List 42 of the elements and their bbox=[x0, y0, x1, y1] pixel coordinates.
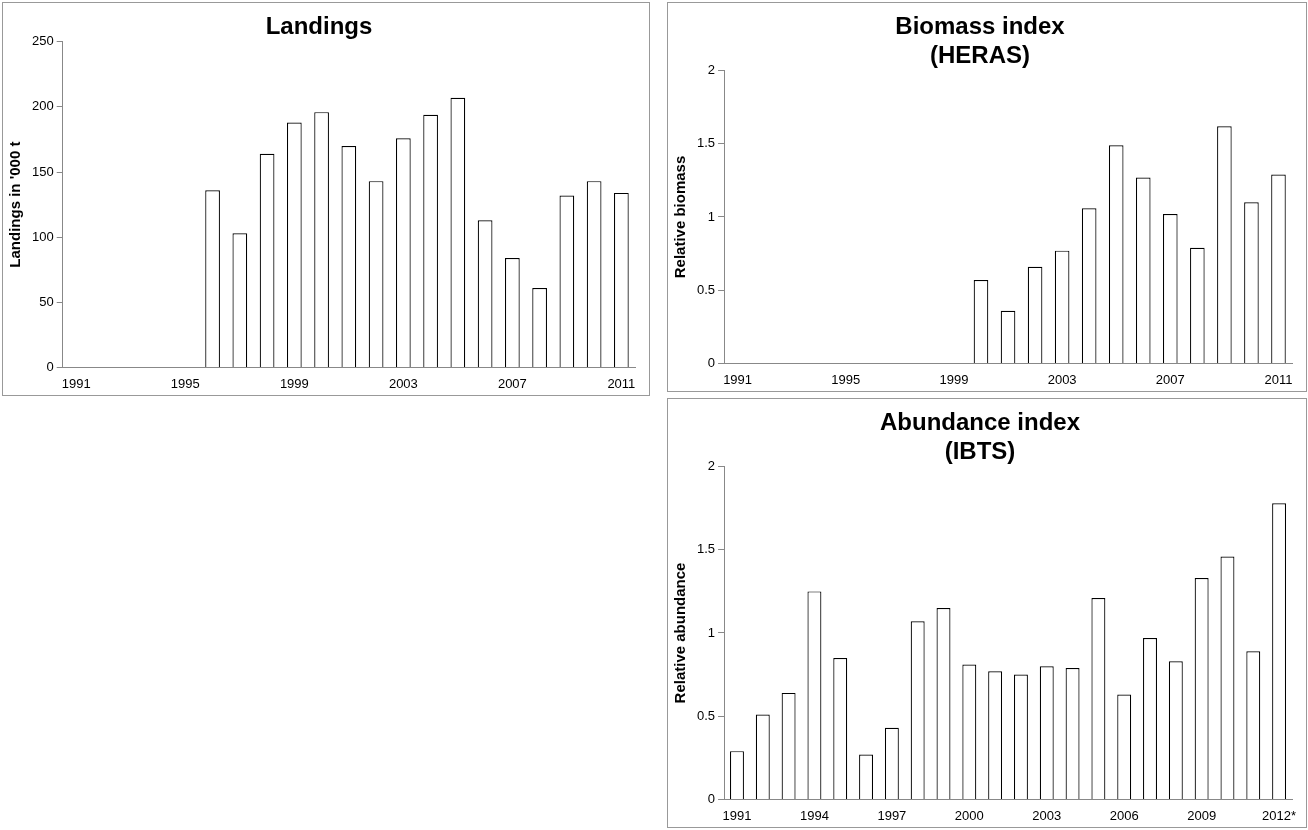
y-tick-label: 0.5 bbox=[696, 281, 716, 297]
x-tick-label: 2003 bbox=[1047, 371, 1077, 387]
x-tick-label: 2000 bbox=[954, 807, 984, 823]
y-tick-label: 200 bbox=[31, 98, 54, 114]
x-tick-label: 2006 bbox=[1109, 807, 1139, 823]
y-tick-label: 0 bbox=[46, 358, 54, 374]
y-tick-label: 250 bbox=[31, 33, 54, 49]
x-tick-label: 1991 bbox=[61, 375, 91, 391]
x-tick-label: 1999 bbox=[939, 371, 969, 387]
y-axis-title: Relative biomass bbox=[671, 155, 689, 279]
y-tick-label: 1.5 bbox=[696, 541, 716, 557]
y-tick-label: 50 bbox=[39, 293, 54, 309]
x-tick-label: 2007 bbox=[497, 375, 527, 391]
y-tick-label: 2 bbox=[707, 62, 716, 78]
x-tick-label: 1991 bbox=[722, 807, 752, 823]
y-axis-title: Relative abundance bbox=[671, 562, 689, 704]
x-tick-label: 2003 bbox=[1032, 807, 1062, 823]
x-tick-label: 1997 bbox=[877, 807, 907, 823]
y-tick-label: 2 bbox=[707, 458, 716, 474]
y-tick-label: 1.5 bbox=[696, 135, 716, 151]
x-tick-label: 1995 bbox=[831, 371, 861, 387]
x-tick-label: 1995 bbox=[170, 375, 200, 391]
x-tick-label: 2011 bbox=[607, 375, 636, 391]
y-tick-label: 0.5 bbox=[696, 707, 716, 723]
chart-title: Biomass index (HERAS) bbox=[895, 12, 1066, 68]
chart-title: Abundance index (IBTS) bbox=[879, 408, 1081, 464]
y-tick-label: 0 bbox=[707, 354, 716, 370]
y-axis-title: Landings in '000 t bbox=[6, 141, 24, 268]
x-tick-label: 1991 bbox=[723, 371, 753, 387]
y-tick-label: 150 bbox=[31, 163, 54, 179]
y-tick-label: 100 bbox=[31, 228, 54, 244]
x-tick-label: 1994 bbox=[799, 807, 829, 823]
x-tick-label: 1999 bbox=[279, 375, 309, 391]
x-tick-label: 2012* bbox=[1262, 807, 1297, 823]
y-tick-label: 0 bbox=[707, 790, 716, 806]
chart-title: Landings bbox=[265, 12, 373, 40]
x-tick-label: 2007 bbox=[1155, 371, 1185, 387]
y-tick-label: 1 bbox=[707, 624, 716, 640]
y-tick-label: 1 bbox=[707, 208, 716, 224]
x-tick-label: 2011 bbox=[1264, 371, 1293, 387]
x-tick-label: 2009 bbox=[1187, 807, 1217, 823]
x-tick-label: 2003 bbox=[388, 375, 418, 391]
